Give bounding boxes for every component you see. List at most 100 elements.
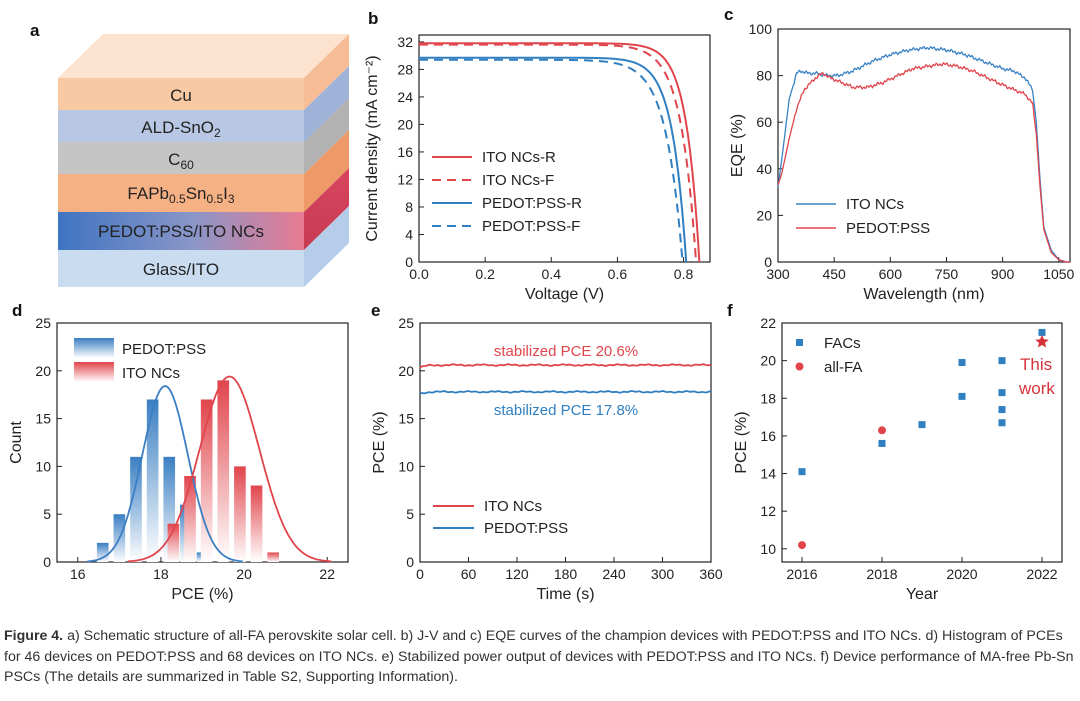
points-facs: [798, 328, 1046, 476]
histogram-bar: [146, 399, 159, 562]
label-glass-ito: Glass/ITO: [143, 260, 219, 279]
scatter-point: [798, 468, 806, 476]
panel-letter-e: e: [371, 301, 380, 320]
legend-swatch: [796, 339, 803, 346]
legend-histogram: PEDOT:PSS ITO NCs: [74, 338, 206, 382]
legend-swatch: [74, 362, 114, 382]
chart-jv: 0.0 0.2 0.4 0.6 0.8 0 4 8 12 16 20 24 28 32 Voltage (V…: [364, 34, 711, 303]
y-tick-label: 12: [397, 171, 413, 187]
y-tick-label: 40: [756, 161, 772, 177]
x-axis-label: Wavelength (nm): [863, 286, 984, 303]
stack-top-face: [58, 34, 349, 78]
plot-frame-b: [418, 34, 711, 263]
legend-jv: ITO NCs-R ITO NCs-F PEDOT:PSS-R PEDOT:PSS-F: [432, 149, 582, 235]
legend-label: PEDOT:PSS-F: [482, 218, 580, 235]
scatter-point: [798, 541, 806, 550]
x-tick-label: 20: [236, 566, 252, 582]
x-tick-label: 0.4: [542, 266, 562, 282]
x-tick-label: 240: [602, 566, 626, 582]
y-tick-label: 28: [397, 61, 413, 77]
chart-histogram: 16 18 20 22 0 5 10 15 20 25 PCE (%) Count PEDOT:PSS I…: [8, 315, 349, 603]
histogram-bar: [217, 380, 230, 562]
panel-letter-b: b: [368, 9, 378, 28]
panel-letter-a: a: [30, 21, 40, 40]
annotation-this: This: [1020, 355, 1052, 374]
plot-frame-c: [777, 28, 1071, 263]
label-ald-sno2: ALD-SnO2: [141, 118, 221, 140]
y-tick-label: 10: [760, 541, 776, 557]
legend-label: PEDOT:PSS: [484, 520, 568, 537]
panel-letter-d: d: [12, 301, 22, 320]
legend-label: FACs: [824, 335, 861, 352]
x-axis-label: Voltage (V): [525, 286, 604, 303]
chart-eqe: 300 450 600 750 900 1050 0 20 40 60 80 100 Wavelengt…: [729, 21, 1075, 303]
chart-stabilized: 0 60 120 180 240 300 360 0 5 10 15 20 25 Time (s) PCE …: [371, 315, 723, 603]
legend-swatch: [74, 338, 114, 358]
y-tick-label: 100: [749, 21, 773, 37]
y-tick-label: 18: [760, 390, 776, 406]
legend-label: ITO NCs: [122, 365, 180, 382]
y-tick-label: 20: [398, 363, 414, 379]
x-tick-label: 0: [416, 566, 424, 582]
legend-scatter: FACs all-FA: [795, 335, 862, 376]
scatter-point: [998, 389, 1006, 397]
figure-caption: Figure 4. a) Schematic structure of all-…: [4, 626, 1078, 688]
scatter-point: [1038, 328, 1046, 336]
annotation-pedot: stabilized PCE 17.8%: [494, 402, 638, 419]
x-tick-label: 900: [991, 266, 1015, 282]
y-tick-label: 20: [756, 207, 772, 223]
y-tick-label: 12: [760, 503, 776, 519]
x-tick-label: 360: [699, 566, 723, 582]
x-tick-label: 60: [461, 566, 477, 582]
legend-label: ITO NCs: [846, 196, 904, 213]
histogram-bar: [267, 552, 279, 562]
legend-label: ITO NCs-R: [482, 149, 556, 166]
scatter-point: [958, 392, 966, 400]
x-tick-label: 0.2: [475, 266, 495, 282]
y-tick-label: 4: [405, 226, 413, 242]
x-tick-label: 300: [766, 266, 790, 282]
x-tick-label: 120: [505, 566, 529, 582]
y-tick-label: 8: [405, 199, 413, 215]
x-tick-label: 0.8: [674, 266, 694, 282]
x-tick-label: 2018: [866, 566, 897, 582]
histogram-bar: [184, 475, 196, 562]
y-tick-label: 15: [35, 411, 51, 427]
legend-label: PEDOT:PSS: [846, 220, 930, 237]
x-tick-label: 1050: [1043, 266, 1074, 282]
annotation-work: work: [1018, 379, 1055, 398]
y-tick-label: 25: [398, 315, 414, 331]
x-tick-label: 2020: [946, 566, 977, 582]
gaussian-fit-line: [127, 375, 332, 563]
histogram-bar: [200, 399, 213, 562]
layer-c60: [58, 142, 304, 174]
layer-pedot-ito: [58, 212, 304, 250]
y-tick-label: 24: [397, 89, 413, 105]
series-line-ito-ncs: [419, 363, 712, 369]
scatter-point: [878, 439, 886, 447]
scatter-point: [998, 406, 1006, 414]
y-axis-label: Count: [8, 421, 25, 464]
side-c60: [304, 98, 349, 174]
scatter-point: [958, 359, 966, 367]
layer-cu: [58, 78, 304, 110]
y-tick-label: 22: [760, 315, 776, 331]
caption-lead: Figure 4.: [4, 628, 64, 644]
y-axis-label: PCE (%): [371, 411, 388, 473]
points-all-fa: [798, 426, 886, 550]
x-tick-label: 16: [70, 566, 86, 582]
gaussian-fit-line: [87, 385, 243, 563]
scatter-point: [998, 419, 1006, 427]
y-tick-label: 20: [760, 353, 776, 369]
layer-perovskite: [58, 174, 304, 212]
series-line-ito-ncs-f: [419, 43, 698, 263]
series-line-pedot-pss-r: [419, 56, 688, 263]
legend-stabilized: ITO NCs PEDOT:PSS: [433, 498, 568, 537]
y-tick-label: 20: [397, 116, 413, 132]
histogram-bar: [130, 456, 142, 562]
label-cu: Cu: [170, 86, 192, 105]
y-axis-label: EQE (%): [729, 114, 746, 177]
label-pedot-ito: PEDOT:PSS/ITO NCs: [98, 222, 264, 241]
y-tick-label: 20: [35, 363, 51, 379]
